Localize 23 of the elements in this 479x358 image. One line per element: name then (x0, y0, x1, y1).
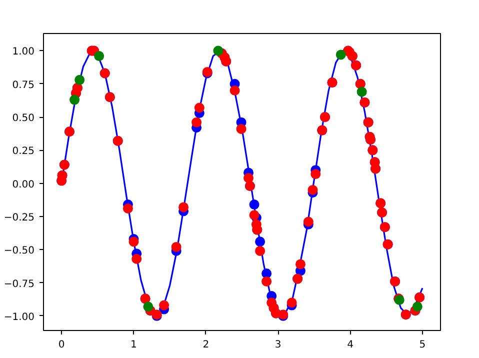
point (412, 302, 422, 312)
y-tick-label: 0.00 (12, 179, 34, 190)
y-tick-label: 1.00 (12, 46, 34, 58)
point (70, 94, 80, 105)
y-tick-label: −1.00 (4, 312, 35, 323)
y-tick-label: −0.75 (4, 278, 35, 290)
x-tick-label: 3 (274, 340, 282, 350)
y-tick-label: 0.50 (12, 113, 34, 124)
x-tick-label: 1 (130, 340, 137, 350)
point (74, 74, 85, 85)
x-tick-label: 2 (202, 340, 210, 350)
y-tick-label: 0.75 (12, 80, 34, 91)
x-tick-label: 5 (419, 340, 426, 350)
point (143, 302, 154, 312)
point (94, 51, 104, 62)
y-tick-label: −0.50 (4, 246, 35, 257)
y-tick-label: −0.25 (4, 212, 35, 224)
x-tick-label: 0 (58, 340, 65, 350)
x-tick-label: 4 (347, 340, 354, 350)
point (336, 50, 346, 60)
y-tick-label: 0.25 (12, 146, 34, 158)
point (356, 86, 367, 97)
point (213, 46, 224, 56)
